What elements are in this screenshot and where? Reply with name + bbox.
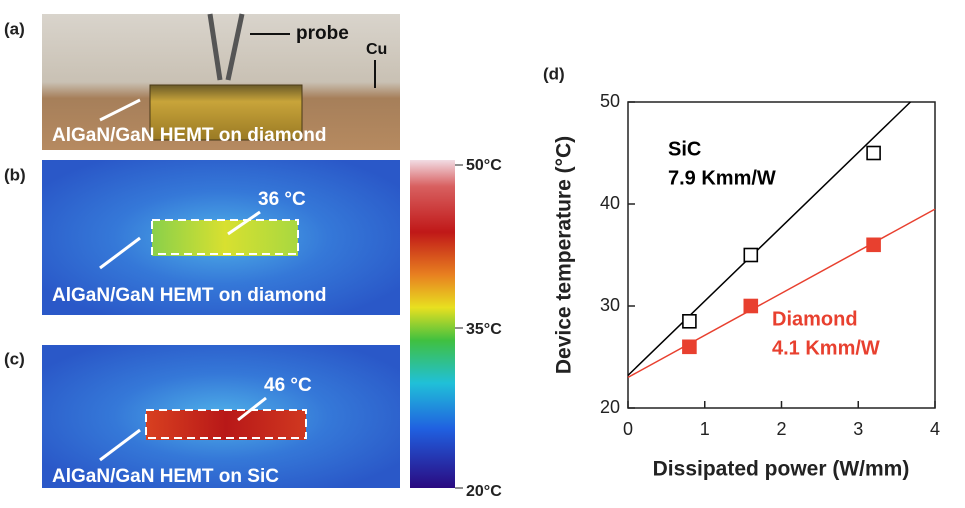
- x-axis-label: Dissipated power (W/mm): [653, 458, 910, 481]
- caption: AlGaN/GaN HEMT on diamond: [52, 285, 326, 306]
- panel-label: (a): [4, 19, 25, 38]
- panel-label: (c): [4, 349, 25, 368]
- marker: [744, 300, 757, 313]
- colorbar: [410, 160, 455, 488]
- hot-spot: [146, 410, 306, 440]
- legend-label: Diamond: [772, 308, 858, 330]
- y-axis-label: Device temperature (°C): [553, 136, 576, 374]
- colorbar-label: 50°C: [466, 157, 502, 174]
- marker: [867, 238, 880, 251]
- label: probe: [296, 23, 349, 44]
- x-tick-label: 3: [853, 419, 863, 439]
- caption: AlGaN/GaN HEMT on diamond: [52, 125, 326, 146]
- temperature: 36 °C: [258, 189, 306, 210]
- caption: AlGaN/GaN HEMT on SiC: [52, 466, 279, 487]
- hot-spot: [152, 220, 298, 256]
- temperature: 46 °C: [264, 375, 312, 396]
- x-tick-label: 0: [623, 419, 633, 439]
- x-tick-label: 4: [930, 419, 940, 439]
- panel-label: (d): [543, 64, 565, 83]
- colorbar-label: 20°C: [466, 483, 502, 500]
- y-tick-label: 50: [600, 91, 620, 111]
- y-tick-label: 20: [600, 397, 620, 417]
- marker: [867, 147, 880, 160]
- y-tick-label: 40: [600, 193, 620, 213]
- annotation: 7.9 Kmm/W: [668, 167, 776, 189]
- colorbar-label: 35°C: [466, 321, 502, 338]
- figure: (a) probe Cu AlGaN/GaN HEMT on diamond (…: [0, 0, 965, 503]
- label: Cu: [366, 41, 387, 58]
- panel-label: (b): [4, 165, 26, 184]
- y-tick-label: 30: [600, 295, 620, 315]
- marker: [744, 249, 757, 262]
- x-tick-label: 1: [700, 419, 710, 439]
- legend-label: SiC: [668, 138, 701, 160]
- x-tick-label: 2: [776, 419, 786, 439]
- marker: [683, 340, 696, 353]
- marker: [683, 315, 696, 328]
- annotation: 4.1 Kmm/W: [772, 337, 880, 359]
